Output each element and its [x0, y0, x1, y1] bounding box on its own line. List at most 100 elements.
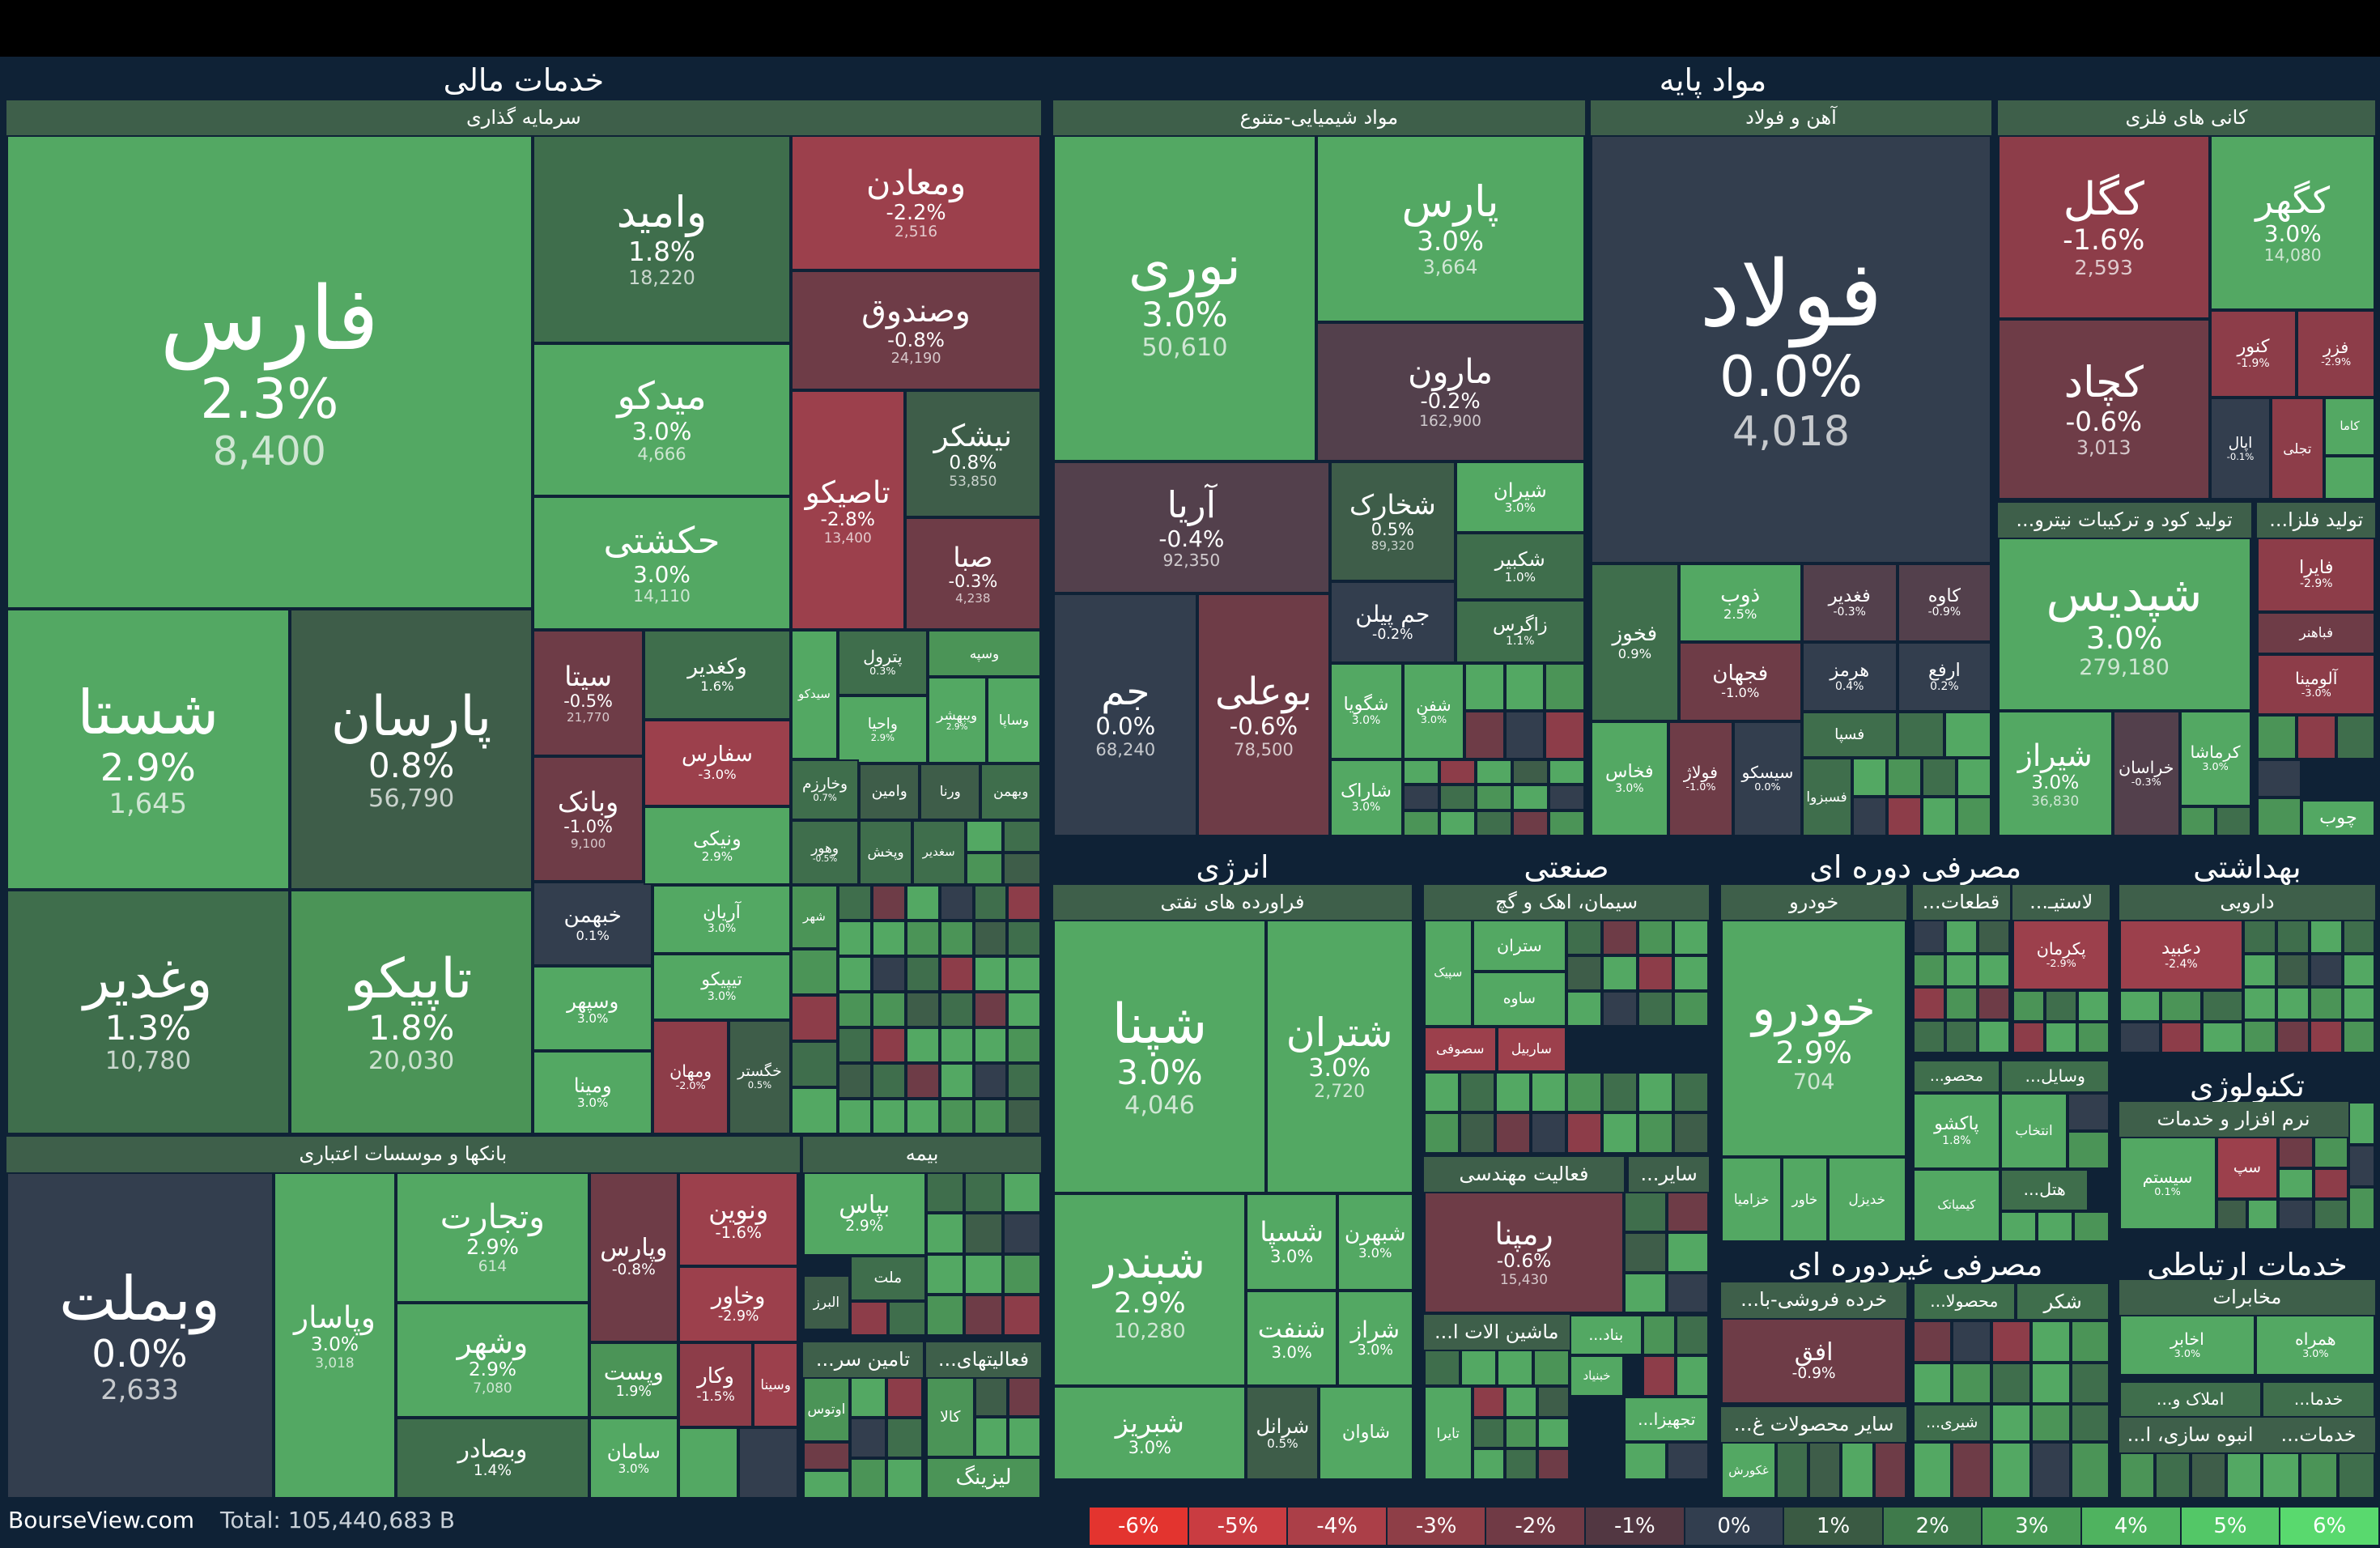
small-stock-cell[interactable]: [939, 955, 974, 992]
small-stock-cell[interactable]: [2342, 920, 2376, 954]
stock-tile-ofogh[interactable]: افق -0.9%: [1721, 1317, 1906, 1405]
small-stock-cell[interactable]: [1991, 1404, 2031, 1443]
industry-title-engineering[interactable]: فعالیت مهندسی: [1423, 1156, 1625, 1193]
small-stock-cell[interactable]: [1912, 1442, 1953, 1499]
small-stock-cell[interactable]: [1638, 1071, 1674, 1113]
small-stock-cell[interactable]: [965, 819, 1004, 853]
stock-tile-vasina[interactable]: وسینا: [753, 1342, 799, 1427]
industry-title-steel[interactable]: آهن و فولاد: [1591, 100, 1991, 137]
small-stock-cell[interactable]: [1003, 819, 1042, 853]
stock-tile-shahr[interactable]: شهر: [790, 885, 838, 949]
small-stock-cell[interactable]: [2276, 953, 2310, 987]
small-stock-cell[interactable]: [838, 955, 872, 992]
small-stock-cell[interactable]: [2243, 986, 2277, 1020]
stock-tile-setran[interactable]: ستران: [1472, 920, 1566, 972]
small-stock-cell[interactable]: [1952, 1320, 1991, 1363]
small-stock-cell[interactable]: [2278, 1167, 2314, 1199]
small-stock-cell[interactable]: [1504, 711, 1545, 759]
small-stock-cell[interactable]: [2309, 920, 2343, 954]
stock-tile-choob[interactable]: چوب: [2301, 800, 2376, 837]
small-stock-cell[interactable]: [1624, 1272, 1667, 1313]
stock-tile-kermasha[interactable]: کرماشا 3.0%: [2179, 710, 2251, 806]
stock-tile-arya[interactable]: آریا -0.4% 92,350: [1053, 461, 1330, 594]
small-stock-cell[interactable]: [939, 1027, 974, 1063]
industry-title-plastic[interactable]: ...لاستیـ: [2012, 885, 2110, 922]
small-stock-cell[interactable]: [1602, 955, 1638, 991]
industry-title-refinery[interactable]: فراورده های نفتی: [1053, 885, 1412, 922]
small-stock-cell[interactable]: [2000, 1211, 2038, 1242]
small-stock-cell[interactable]: [2070, 1362, 2110, 1405]
sector-title-communication[interactable]: خدمات ارتباطی: [2147, 1246, 2348, 1282]
small-stock-cell[interactable]: [1511, 785, 1549, 811]
stock-tile-vapasar[interactable]: وپاسار 3.0% 3,018: [273, 1172, 397, 1499]
small-stock-cell[interactable]: [1638, 955, 1674, 991]
industry-title-auto[interactable]: خودرو: [1721, 885, 1906, 922]
stock-tile-khazamia[interactable]: خزامیا: [1721, 1156, 1783, 1242]
small-stock-cell[interactable]: [1511, 759, 1549, 785]
small-stock-cell[interactable]: [1511, 810, 1549, 837]
small-stock-cell[interactable]: [973, 991, 1008, 1027]
small-stock-cell[interactable]: [1666, 1231, 1710, 1273]
stock-tile-shebahan[interactable]: شبهرن 3.0%: [1337, 1193, 1413, 1291]
small-stock-cell[interactable]: [2257, 797, 2301, 837]
small-stock-cell[interactable]: [925, 1172, 965, 1214]
stock-tile-vasepeh[interactable]: وسپه: [927, 630, 1042, 678]
stock-tile-vaghadir[interactable]: وغدیر 1.3% 10,780: [6, 889, 291, 1134]
small-stock-cell[interactable]: [905, 921, 940, 956]
small-stock-cell[interactable]: [1912, 953, 1945, 987]
small-stock-cell[interactable]: [1642, 1355, 1676, 1397]
industry-title-telecom[interactable]: مخابرات: [2119, 1279, 2376, 1316]
small-stock-cell[interactable]: [871, 885, 906, 921]
small-stock-cell[interactable]: [939, 1098, 974, 1134]
small-stock-cell[interactable]: [1007, 921, 1042, 956]
stock-tile-shegooya[interactable]: شگویا 3.0%: [1329, 663, 1403, 759]
small-stock-cell[interactable]: [1402, 810, 1439, 837]
small-stock-cell[interactable]: [2030, 1320, 2071, 1363]
stock-tile-vamina[interactable]: ومینا 3.0%: [533, 1050, 653, 1134]
stock-tile-vabank[interactable]: وبانک -1.0% 9,100: [533, 755, 644, 882]
small-stock-cell[interactable]: [2202, 989, 2244, 1022]
small-stock-cell[interactable]: [2246, 1199, 2279, 1230]
small-stock-cell[interactable]: [2045, 1021, 2078, 1054]
stock-tile-tipiko[interactable]: تیپیکو 3.0%: [652, 953, 791, 1020]
stock-tile-sasoofi[interactable]: سصوفی: [1423, 1026, 1497, 1072]
stock-tile-fasepa[interactable]: فسپا: [1801, 712, 1898, 758]
small-stock-cell[interactable]: [1496, 1349, 1533, 1386]
small-stock-cell[interactable]: [886, 1457, 923, 1499]
small-stock-cell[interactable]: [939, 921, 974, 956]
small-stock-cell[interactable]: [1666, 1272, 1710, 1313]
brand-label[interactable]: BourseView.com: [8, 1507, 194, 1533]
stock-tile-shafan[interactable]: شفن 3.0%: [1402, 663, 1465, 759]
stock-tile-shebriz[interactable]: شبریز 3.0%: [1053, 1385, 1247, 1481]
small-stock-cell[interactable]: [2160, 989, 2202, 1022]
industry-title-banks[interactable]: بانکها و موسسات اعتباری: [6, 1137, 801, 1174]
sector-title-technology[interactable]: تکنولوژی: [2189, 1067, 2305, 1104]
small-stock-cell[interactable]: [1548, 785, 1585, 811]
stock-tile-khorasan[interactable]: خراسان -0.3%: [2113, 710, 2180, 837]
small-stock-cell[interactable]: [1873, 1442, 1906, 1499]
small-stock-cell[interactable]: [1952, 1362, 1991, 1405]
small-stock-cell[interactable]: [1912, 920, 1945, 954]
small-stock-cell[interactable]: [973, 1098, 1008, 1134]
small-stock-cell[interactable]: [1423, 1349, 1460, 1386]
small-stock-cell[interactable]: [1459, 1112, 1495, 1154]
stock-tile-pakerman[interactable]: پکرمان -2.9%: [2012, 920, 2110, 990]
small-stock-cell[interactable]: [973, 921, 1008, 956]
small-stock-cell[interactable]: [2342, 986, 2376, 1020]
small-stock-cell[interactable]: [1008, 1417, 1042, 1457]
small-stock-cell[interactable]: [1472, 1448, 1505, 1481]
small-stock-cell[interactable]: [1624, 1231, 1667, 1273]
small-stock-cell[interactable]: [1423, 1112, 1460, 1154]
small-stock-cell[interactable]: [1642, 1314, 1676, 1356]
stock-tile-saba[interactable]: صبا -0.3% 4,238: [904, 517, 1042, 631]
stock-tile-saraqil[interactable]: ساربیل: [1496, 1026, 1566, 1072]
stock-tile-safars[interactable]: سفارس -3.0%: [644, 719, 791, 806]
small-stock-cell[interactable]: [838, 991, 872, 1027]
small-stock-cell[interactable]: [2261, 1452, 2300, 1499]
small-stock-cell[interactable]: [2309, 986, 2343, 1020]
small-stock-cell[interactable]: [1530, 1112, 1566, 1154]
stock-tile-khebahman[interactable]: خبهمن 0.1%: [533, 882, 653, 966]
stock-tile-alborz[interactable]: البرز: [802, 1275, 850, 1330]
small-stock-cell[interactable]: [1944, 920, 1978, 954]
small-stock-cell[interactable]: [1912, 1320, 1953, 1363]
